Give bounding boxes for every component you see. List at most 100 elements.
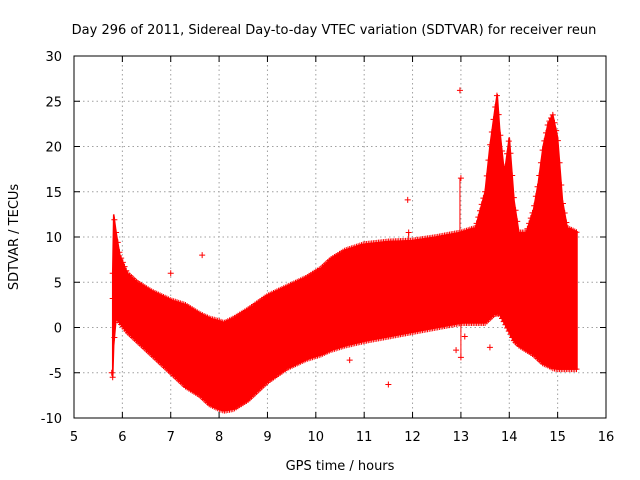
data-point-upper (537, 159, 544, 166)
data-point-upper (554, 137, 561, 144)
x-tick-label: 5 (70, 430, 78, 445)
data-point-lower (509, 334, 516, 341)
data-point-upper (509, 172, 516, 179)
data-point-upper (118, 255, 125, 262)
data-point-upper (488, 129, 495, 136)
y-tick-label: -10 (41, 412, 62, 427)
data-point-upper (529, 209, 536, 216)
data-point-outlier (453, 347, 460, 354)
x-axis-label: GPS time / hours (286, 459, 395, 474)
data-point-upper (475, 214, 482, 221)
data-point-lower (573, 366, 580, 373)
data-point-outlier (346, 357, 353, 364)
data-point-upper (543, 129, 550, 136)
data-point-upper (573, 229, 580, 236)
data-point-upper (544, 122, 551, 129)
data-point-upper (505, 138, 512, 145)
data-point-upper (119, 259, 126, 266)
data-point-upper (478, 201, 485, 208)
data-point-upper (553, 127, 560, 134)
y-tick-label: 15 (45, 186, 62, 201)
data-point-upper (113, 229, 120, 236)
data-point-upper (558, 181, 565, 188)
data-point-upper (510, 194, 517, 201)
data-point-upper (123, 267, 130, 274)
x-tick-label: 6 (118, 430, 126, 445)
data-point-upper (522, 229, 529, 236)
y-axis-label: SDTVAR / TECUs (7, 184, 22, 291)
data-point-upper (526, 220, 533, 227)
x-tick-labels: 5 6 7 8 9 10 11 12 13 14 15 16 (70, 430, 614, 445)
data-point-outlier (457, 175, 464, 182)
chart-title: Day 296 of 2011, Sidereal Day-to-day VTE… (72, 23, 597, 38)
data-point-upper (561, 210, 568, 217)
data-point-outlier (199, 252, 206, 259)
data-point-upper (473, 220, 480, 227)
y-tick-label: -5 (49, 367, 62, 382)
data-point-upper (502, 163, 509, 170)
data-point-outlier (404, 196, 411, 203)
data-point-lower (500, 318, 507, 325)
data-point-outlier (461, 333, 468, 340)
x-tick-label: 11 (356, 430, 373, 445)
data-point-upper (492, 104, 499, 111)
data-point-outlier (385, 381, 392, 388)
data-point-upper (532, 193, 539, 200)
data-point-upper (111, 216, 118, 223)
data-point-outlier (167, 270, 174, 277)
data-point-upper (541, 137, 548, 144)
data-point-upper (546, 118, 553, 125)
data-point-upper (109, 270, 116, 277)
data-point-lower (499, 315, 506, 322)
data-point-upper (549, 111, 556, 118)
x-tick-label: 12 (404, 430, 421, 445)
data-point-upper (512, 207, 519, 214)
y-tick-label: 25 (45, 95, 62, 110)
x-tick-label: 10 (308, 430, 325, 445)
data-point-upper (485, 157, 492, 164)
data-point-upper (114, 239, 121, 246)
y-tick-labels: -10 -5 0 5 10 15 20 25 30 (41, 50, 62, 427)
data-point-upper (497, 132, 504, 139)
data-point-outlier (486, 344, 493, 351)
data-point-upper (483, 172, 490, 179)
data-point-lower (497, 312, 504, 319)
data-point-upper (536, 172, 543, 179)
data-point-upper (556, 159, 563, 166)
data-point-upper (548, 114, 555, 121)
data-point-outlier (456, 87, 463, 94)
data-point-upper (495, 111, 502, 118)
x-tick-label: 15 (549, 430, 566, 445)
y-tick-label: 20 (45, 141, 62, 156)
data-point-upper (490, 116, 497, 123)
data-point-upper (121, 263, 128, 270)
data-point-upper (480, 195, 487, 202)
data-point-upper (551, 119, 558, 126)
x-tick-label: 8 (215, 430, 223, 445)
data-point-lower (507, 331, 514, 338)
data-point-upper (116, 249, 123, 256)
data-point-upper (559, 200, 566, 207)
data-point-upper (534, 183, 541, 190)
data-point-upper (514, 218, 521, 225)
data-point-lower (502, 321, 509, 328)
x-tick-label: 7 (167, 430, 175, 445)
x-tick-label: 14 (501, 430, 518, 445)
y-tick-label: 30 (45, 50, 62, 65)
data-point-upper (563, 219, 570, 226)
data-point-lower (505, 328, 512, 335)
x-tick-label: 9 (263, 430, 271, 445)
data-point-upper (482, 188, 489, 195)
data-point-upper (499, 148, 506, 155)
data-point-upper (477, 207, 484, 214)
data-point-upper (539, 147, 546, 154)
data-point-upper (507, 150, 514, 157)
y-tick-label: 0 (54, 322, 62, 337)
data-point-lower (504, 324, 511, 331)
data-point-upper (487, 141, 494, 148)
data-point-upper (527, 215, 534, 222)
y-tick-label: 10 (45, 231, 62, 246)
data-point-upper (493, 92, 500, 99)
axis-ticks (73, 55, 607, 419)
